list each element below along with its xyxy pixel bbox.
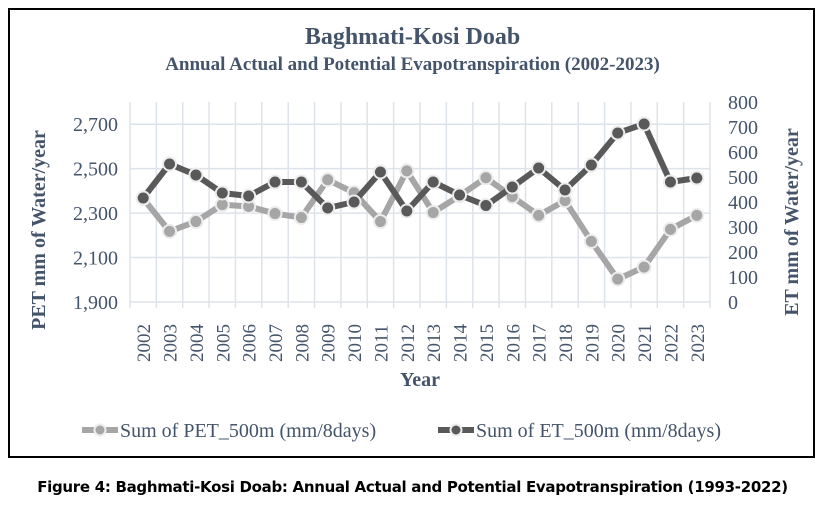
right-tick-label: 800 bbox=[728, 92, 758, 114]
x-tick-label: 2013 bbox=[424, 324, 445, 362]
right-tick-label: 0 bbox=[728, 292, 738, 314]
pet-data-point bbox=[531, 207, 547, 223]
legend-et-label: Sum of ET_500m (mm/8days) bbox=[476, 420, 721, 442]
left-tick-label: 1,900 bbox=[73, 292, 118, 314]
et-data-point bbox=[214, 185, 230, 201]
x-tick-label: 2008 bbox=[292, 324, 313, 362]
pet-data-point bbox=[662, 221, 678, 237]
left-axis-title: PET mm of Water/year bbox=[28, 130, 50, 330]
et-data-point bbox=[636, 116, 652, 132]
pet-data-point bbox=[583, 233, 599, 249]
pet-data-point bbox=[425, 204, 441, 220]
right-tick-label: 600 bbox=[728, 142, 758, 164]
legend-pet-label: Sum of PET_500m (mm/8days) bbox=[120, 420, 376, 442]
pet-data-point bbox=[188, 214, 204, 230]
et-data-point bbox=[583, 157, 599, 173]
et-data-point bbox=[557, 182, 573, 198]
chart-subtitle: Annual Actual and Potential Evapotranspi… bbox=[165, 54, 660, 75]
left-tick-label: 2,700 bbox=[73, 114, 118, 136]
figure-caption: Figure 4: Baghmati-Kosi Doab: Annual Act… bbox=[37, 478, 788, 496]
right-tick-label: 700 bbox=[728, 117, 758, 139]
pet-data-point bbox=[399, 163, 415, 179]
et-data-point bbox=[135, 190, 151, 206]
left-tick-label: 2,300 bbox=[73, 203, 118, 225]
et-data-point bbox=[425, 174, 441, 190]
pet-data-point bbox=[478, 170, 494, 186]
x-tick-label: 2017 bbox=[530, 324, 551, 362]
chart-frame bbox=[8, 8, 815, 458]
x-tick-label: 2002 bbox=[134, 324, 155, 362]
x-tick-label: 2019 bbox=[582, 324, 603, 362]
legend-et-marker-icon bbox=[449, 423, 463, 437]
pet-data-point bbox=[372, 214, 388, 230]
right-axis-title: ET mm of Water/year bbox=[781, 128, 803, 316]
legend-pet-marker-icon bbox=[93, 423, 107, 437]
et-data-point bbox=[452, 187, 468, 203]
et-data-point bbox=[162, 156, 178, 172]
et-data-point bbox=[478, 198, 494, 213]
pet-data-point bbox=[267, 206, 283, 222]
x-tick-label: 2020 bbox=[609, 324, 630, 362]
x-tick-label: 2023 bbox=[688, 324, 709, 362]
x-tick-label: 2009 bbox=[319, 324, 340, 362]
x-axis-title: Year bbox=[400, 369, 440, 391]
et-data-point bbox=[689, 170, 705, 186]
et-data-point bbox=[662, 174, 678, 190]
x-tick-label: 2010 bbox=[345, 324, 366, 362]
x-tick-label: 2012 bbox=[398, 324, 419, 362]
right-tick-label: 400 bbox=[728, 192, 758, 214]
x-tick-label: 2016 bbox=[503, 324, 524, 362]
x-tick-label: 2003 bbox=[161, 324, 182, 362]
x-tick-label: 2005 bbox=[213, 324, 234, 362]
pet-series-line bbox=[140, 167, 699, 283]
et-data-point bbox=[267, 174, 283, 190]
et-data-point bbox=[320, 200, 336, 216]
x-tick-label: 2007 bbox=[266, 324, 287, 362]
x-tick-label: 2004 bbox=[187, 324, 208, 363]
x-tick-label: 2006 bbox=[240, 324, 261, 362]
right-tick-label: 300 bbox=[728, 217, 758, 239]
right-tick-label: 500 bbox=[728, 167, 758, 189]
et-series-line bbox=[140, 121, 698, 214]
x-tick-label: 2021 bbox=[635, 324, 656, 362]
left-tick-label: 2,100 bbox=[73, 248, 118, 270]
chart-title: Baghmati-Kosi Doab bbox=[304, 24, 521, 50]
pet-data-point bbox=[320, 172, 336, 188]
et-data-point bbox=[346, 194, 362, 210]
x-tick-label: 2018 bbox=[556, 324, 577, 362]
pet-data-point bbox=[689, 207, 705, 223]
et-data-point bbox=[372, 164, 388, 180]
et-data-point bbox=[610, 125, 626, 141]
x-tick-label: 2014 bbox=[451, 324, 472, 363]
et-data-point bbox=[241, 188, 257, 204]
right-tick-label: 200 bbox=[728, 242, 758, 264]
et-data-point bbox=[293, 174, 309, 190]
x-tick-label: 2022 bbox=[661, 324, 682, 362]
et-data-point bbox=[188, 167, 204, 183]
x-tick-label: 2011 bbox=[371, 325, 392, 362]
et-data-point bbox=[399, 203, 415, 219]
pet-data-point bbox=[162, 223, 178, 239]
left-tick-label: 2,500 bbox=[73, 159, 118, 181]
pet-data-point bbox=[293, 210, 309, 226]
et-data-point bbox=[531, 160, 547, 176]
x-tick-label: 2015 bbox=[477, 324, 498, 362]
pet-data-point bbox=[636, 259, 652, 275]
right-tick-label: 100 bbox=[728, 267, 758, 289]
et-data-point bbox=[504, 179, 520, 195]
pet-data-point bbox=[610, 271, 626, 287]
